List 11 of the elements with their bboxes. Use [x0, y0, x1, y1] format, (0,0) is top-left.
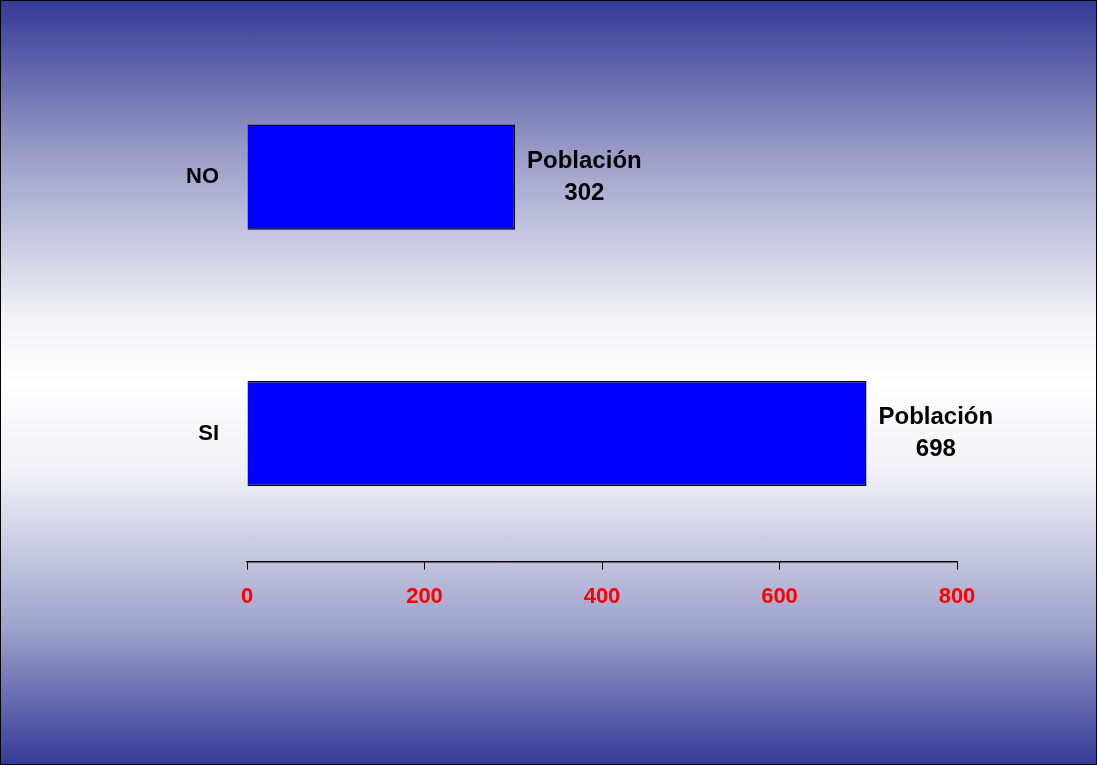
x-tick-label: 200: [406, 582, 443, 608]
data-label: 302: [564, 177, 605, 205]
text: Población: [878, 402, 994, 430]
x-tick-label: 600: [761, 582, 798, 608]
data-label: 698: [915, 434, 956, 462]
y-tick-label: SI: [198, 419, 219, 445]
x-tick-label: 800: [938, 582, 976, 608]
y-tick-label: NO: [186, 163, 219, 189]
x-tick-label: 400: [583, 582, 621, 608]
series-label: Población: [527, 145, 642, 173]
x-tick-label: 0: [240, 582, 254, 608]
